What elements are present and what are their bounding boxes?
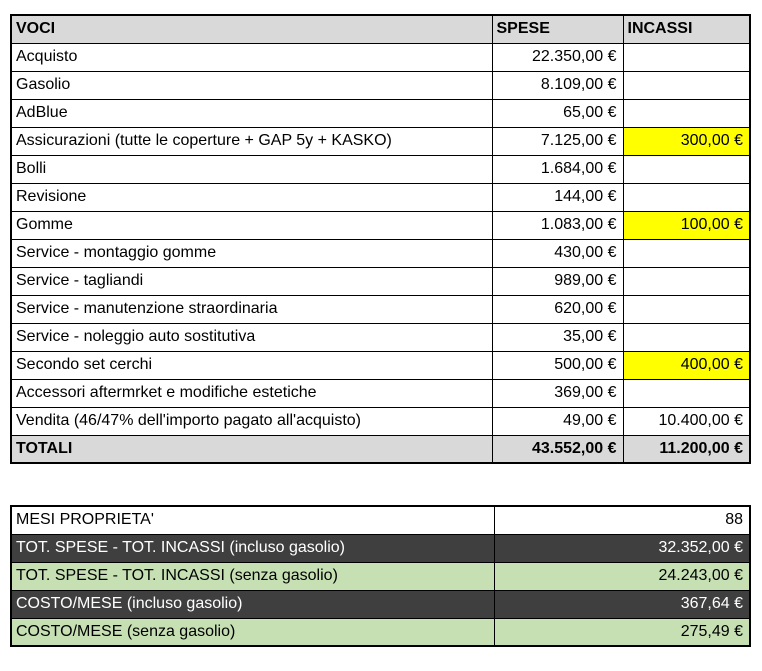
- summary-value-cell[interactable]: 32.352,00 €: [493, 533, 751, 563]
- totals-spese-cell[interactable]: 43.552,00 €: [491, 434, 624, 464]
- incassi-cell[interactable]: [622, 70, 751, 100]
- voce-cell[interactable]: Gasolio: [10, 70, 493, 100]
- expense-row: Revisione 144,00 €: [10, 182, 751, 212]
- incassi-cell[interactable]: [622, 182, 751, 212]
- expense-row: Service - manutenzione straordinaria 620,…: [10, 294, 751, 324]
- summary-label-cell[interactable]: TOT. SPESE - TOT. INCASSI (senza gasolio…: [10, 561, 495, 591]
- spese-cell[interactable]: 989,00 €: [491, 266, 624, 296]
- expense-row: Gasolio 8.109,00 €: [10, 70, 751, 100]
- spese-cell[interactable]: 35,00 €: [491, 322, 624, 352]
- expenses-header-row: VOCI SPESE INCASSI: [10, 14, 751, 44]
- voce-cell[interactable]: Bolli: [10, 154, 493, 184]
- spese-cell[interactable]: 1.684,00 €: [491, 154, 624, 184]
- voce-cell[interactable]: Service - tagliandi: [10, 266, 493, 296]
- voce-cell[interactable]: Service - montaggio gomme: [10, 238, 493, 268]
- summary-row: COSTO/MESE (senza gasolio) 275,49 €: [10, 617, 751, 647]
- spese-cell[interactable]: 500,00 €: [491, 350, 624, 380]
- incassi-cell[interactable]: [622, 154, 751, 184]
- incassi-cell[interactable]: [622, 42, 751, 72]
- spese-cell[interactable]: 369,00 €: [491, 378, 624, 408]
- spese-cell[interactable]: 7.125,00 €: [491, 126, 624, 156]
- summary-row: COSTO/MESE (incluso gasolio) 367,64 €: [10, 589, 751, 619]
- spese-cell[interactable]: 620,00 €: [491, 294, 624, 324]
- voce-cell[interactable]: Vendita (46/47% dell'importo pagato all'…: [10, 406, 493, 436]
- summary-row: MESI PROPRIETA' 88: [10, 505, 751, 535]
- summary-label-cell[interactable]: COSTO/MESE (incluso gasolio): [10, 589, 495, 619]
- spese-cell[interactable]: 430,00 €: [491, 238, 624, 268]
- expense-row: Service - noleggio auto sostitutiva 35,00…: [10, 322, 751, 352]
- spese-cell[interactable]: 144,00 €: [491, 182, 624, 212]
- summary-label-cell[interactable]: MESI PROPRIETA': [10, 505, 495, 535]
- summary-label-cell[interactable]: TOT. SPESE - TOT. INCASSI (incluso gasol…: [10, 533, 495, 563]
- expense-row: Vendita (46/47% dell'importo pagato all'…: [10, 406, 751, 436]
- incassi-cell[interactable]: [622, 322, 751, 352]
- incassi-cell[interactable]: [622, 266, 751, 296]
- expense-row: Accessori aftermrket e modifiche estetic…: [10, 378, 751, 408]
- summary-value-cell[interactable]: 24.243,00 €: [493, 561, 751, 591]
- incassi-cell[interactable]: 300,00 €: [622, 126, 751, 156]
- expense-row: Service - montaggio gomme 430,00 €: [10, 238, 751, 268]
- spese-cell[interactable]: 22.350,00 €: [491, 42, 624, 72]
- voce-cell[interactable]: Accessori aftermrket e modifiche estetic…: [10, 378, 493, 408]
- expense-row: AdBlue 65,00 €: [10, 98, 751, 128]
- voce-cell[interactable]: Gomme: [10, 210, 493, 240]
- summary-table: MESI PROPRIETA' 88 TOT. SPESE - TOT. INCAS…: [10, 505, 751, 647]
- totals-incassi-cell[interactable]: 11.200,00 €: [622, 434, 751, 464]
- incassi-cell[interactable]: 400,00 €: [622, 350, 751, 380]
- voce-cell[interactable]: Revisione: [10, 182, 493, 212]
- incassi-cell[interactable]: [622, 378, 751, 408]
- summary-row: TOT. SPESE - TOT. INCASSI (incluso gasol…: [10, 533, 751, 563]
- incassi-cell[interactable]: [622, 294, 751, 324]
- summary-label-cell[interactable]: COSTO/MESE (senza gasolio): [10, 617, 495, 647]
- expense-row: Service - tagliandi 989,00 €: [10, 266, 751, 296]
- expense-row: Bolli 1.684,00 €: [10, 154, 751, 184]
- voce-cell[interactable]: Service - noleggio auto sostitutiva: [10, 322, 493, 352]
- summary-value-cell[interactable]: 275,49 €: [493, 617, 751, 647]
- totals-row: TOTALI 43.552,00 €11.200,00 €: [10, 434, 751, 464]
- spese-cell[interactable]: 65,00 €: [491, 98, 624, 128]
- spese-cell[interactable]: 1.083,00 €: [491, 210, 624, 240]
- voce-cell[interactable]: Secondo set cerchi: [10, 350, 493, 380]
- voce-cell[interactable]: AdBlue: [10, 98, 493, 128]
- spese-cell[interactable]: 49,00 €: [491, 406, 624, 436]
- summary-value-cell[interactable]: 88: [493, 505, 751, 535]
- summary-value-cell[interactable]: 367,64 €: [493, 589, 751, 619]
- incassi-cell[interactable]: 10.400,00 €: [622, 406, 751, 436]
- totals-label-cell[interactable]: TOTALI: [10, 434, 493, 464]
- header-incassi[interactable]: INCASSI: [622, 14, 751, 44]
- incassi-cell[interactable]: [622, 98, 751, 128]
- expense-row: Acquisto 22.350,00 €: [10, 42, 751, 72]
- incassi-cell[interactable]: [622, 238, 751, 268]
- voce-cell[interactable]: Acquisto: [10, 42, 493, 72]
- incassi-cell[interactable]: 100,00 €: [622, 210, 751, 240]
- spese-cell[interactable]: 8.109,00 €: [491, 70, 624, 100]
- expense-row: Assicurazioni (tutte le coperture + GAP …: [10, 126, 751, 156]
- voce-cell[interactable]: Service - manutenzione straordinaria: [10, 294, 493, 324]
- voce-cell[interactable]: Assicurazioni (tutte le coperture + GAP …: [10, 126, 493, 156]
- expense-row: Secondo set cerchi 500,00 €400,00 €: [10, 350, 751, 380]
- summary-row: TOT. SPESE - TOT. INCASSI (senza gasolio…: [10, 561, 751, 591]
- header-spese[interactable]: SPESE: [491, 14, 624, 44]
- expenses-table: VOCI SPESE INCASSI Acquisto 22.350,00 € Ga…: [10, 14, 751, 464]
- header-voci[interactable]: VOCI: [10, 14, 493, 44]
- expense-row: Gomme 1.083,00 €100,00 €: [10, 210, 751, 240]
